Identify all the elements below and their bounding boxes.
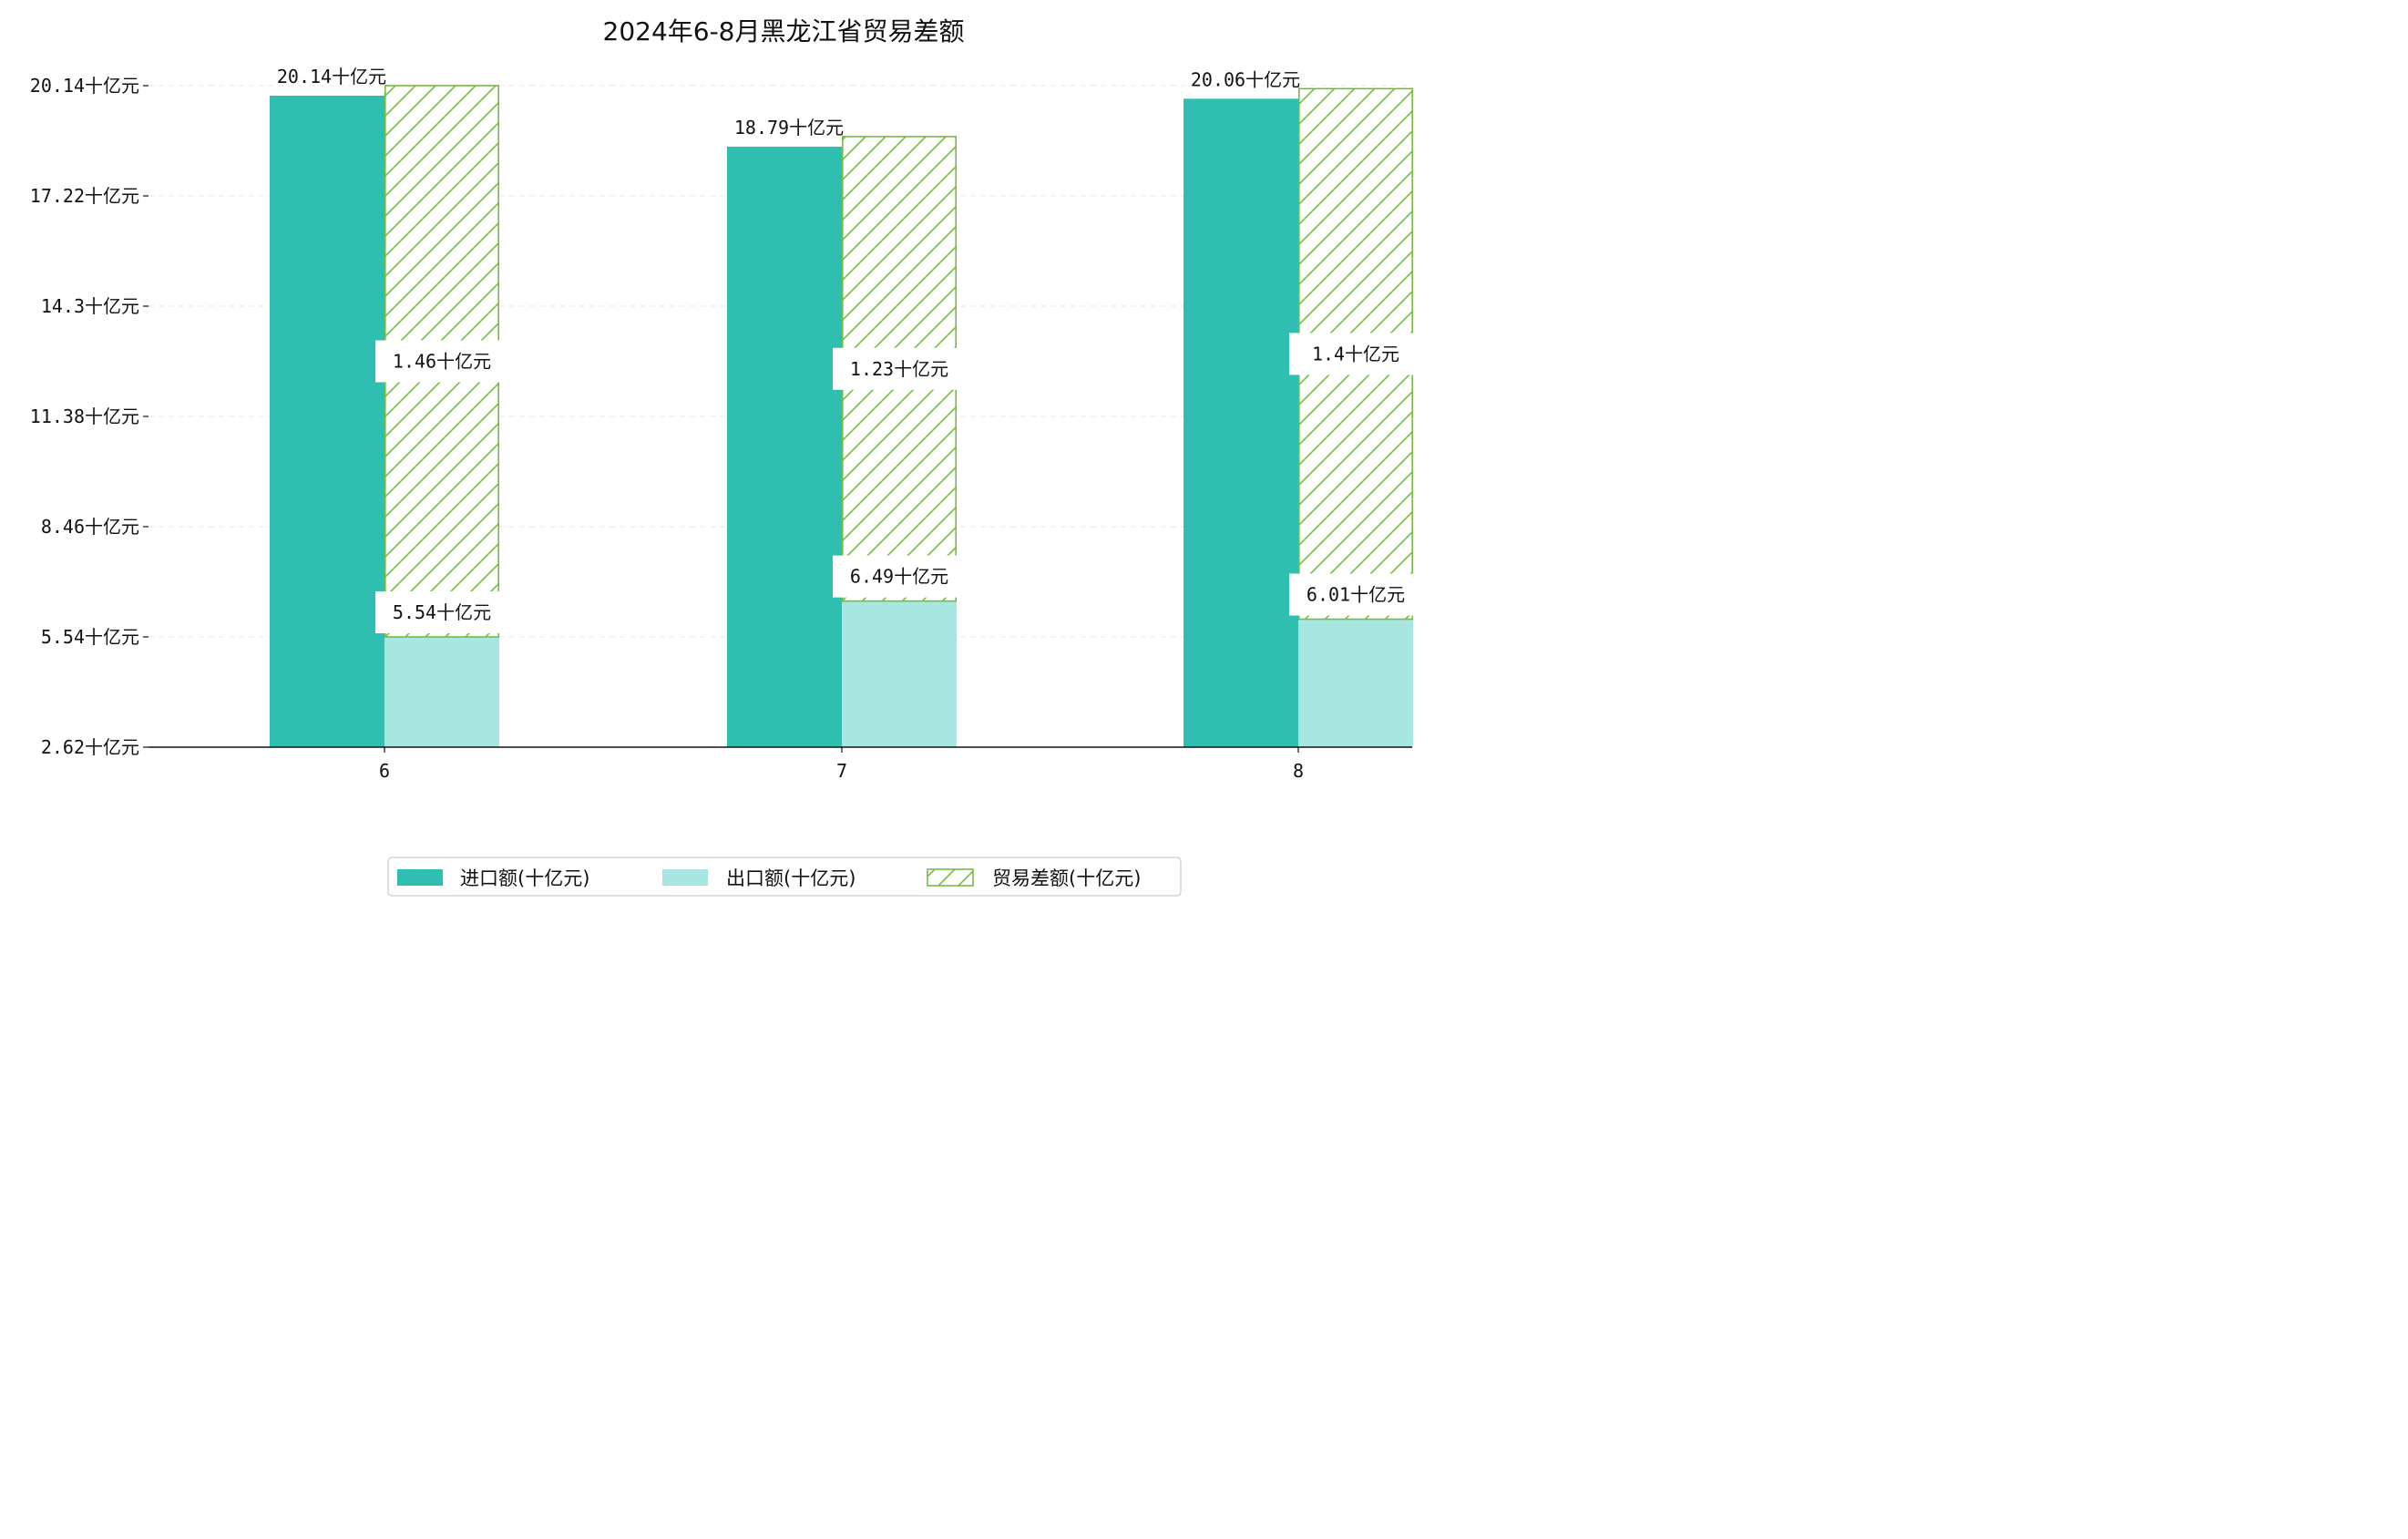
export-value-label: 6.49十亿元 (850, 566, 948, 588)
y-tick-label: 5.54十亿元 (41, 626, 139, 648)
y-tick-label: 11.38十亿元 (30, 405, 139, 427)
export-bar (842, 600, 957, 747)
import-bar (1184, 98, 1298, 748)
y-tick-label: 17.22十亿元 (30, 185, 139, 207)
export-bar (384, 637, 499, 747)
balance-value-label: 1.4十亿元 (1312, 343, 1399, 364)
axes: 2.62十亿元 5.54十亿元 8.46十亿元 11.38十亿元 14.3十亿元 17.2… (30, 75, 1412, 782)
chart-title: 2024年6-8月黑龙江省贸易差额 (603, 16, 965, 46)
y-tick-label: 2.62十亿元 (41, 736, 139, 758)
x-tick-label: 6 (379, 760, 390, 782)
balance-label-box (1289, 333, 1413, 375)
import-value-label: 18.79十亿元 (734, 117, 844, 139)
export-label-box (1289, 573, 1413, 616)
y-tick-label: 20.14十亿元 (30, 75, 139, 97)
balance-label-box (833, 347, 957, 390)
legend-import-label: 进口额(十亿元) (460, 867, 589, 889)
import-value-label: 20.14十亿元 (277, 66, 386, 87)
x-tick-label: 8 (1293, 760, 1304, 782)
legend-export-label: 出口额(十亿元) (726, 867, 856, 889)
export-value-label: 5.54十亿元 (393, 601, 491, 623)
balance-value-label: 1.23十亿元 (850, 358, 948, 380)
import-value-label: 20.06十亿元 (1191, 68, 1300, 90)
export-bar (1298, 619, 1413, 747)
bars (270, 85, 1414, 748)
export-value-label: 6.01十亿元 (1306, 584, 1405, 606)
legend-balance-swatch (927, 868, 974, 887)
legend-export-swatch (662, 869, 708, 886)
import-bar (270, 96, 384, 747)
trade-balance-chart: 2024年6-8月黑龙江省贸易差额 2.62十亿元 5.54十亿元 8.46十亿元 1… (30, 16, 1414, 897)
legend: 进口额(十亿元) 出口额(十亿元) 贸易差额(十亿元) (387, 857, 1182, 897)
legend-import-swatch (397, 869, 443, 886)
export-label-box (375, 591, 499, 633)
y-tick-label: 8.46十亿元 (41, 516, 139, 538)
import-bar (727, 146, 842, 748)
y-tick-label: 14.3十亿元 (41, 295, 139, 317)
data-labels: 20.14十亿元 5.54十亿元 1.46十亿元 18.79十亿元 6.49十亿元 1.2… (277, 66, 1413, 633)
export-label-box (833, 555, 957, 598)
legend-box (387, 857, 1182, 897)
x-tick-label: 7 (836, 760, 847, 782)
legend-balance-label: 贸易差额(十亿元) (992, 867, 1141, 889)
balance-label-box (375, 340, 499, 383)
balance-value-label: 1.46十亿元 (393, 351, 491, 373)
